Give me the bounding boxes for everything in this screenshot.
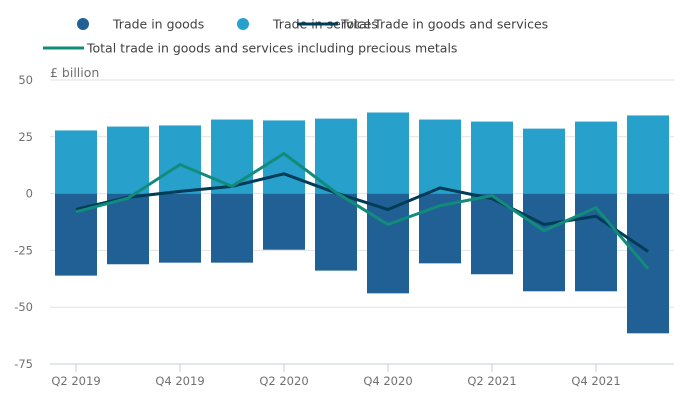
legend-item-total-trade-precious-metals[interactable]: Total trade in goods and services includ… xyxy=(43,41,457,56)
bars xyxy=(55,112,669,334)
bar-trade-in-services[interactable] xyxy=(419,119,461,194)
bar-trade-in-goods[interactable] xyxy=(315,193,357,271)
y-tick-label: 25 xyxy=(18,130,33,144)
bar-trade-in-goods[interactable] xyxy=(627,193,669,334)
bar-trade-in-services[interactable] xyxy=(367,112,409,194)
bar-trade-in-goods[interactable] xyxy=(211,193,253,263)
series-lines xyxy=(75,151,650,270)
x-axis: Q2 2019 Q4 2019 Q2 2020 Q4 2020 Q2 2021 Q4 20… xyxy=(51,364,621,388)
x-tick-label: Q2 2019 xyxy=(51,374,100,388)
bar-trade-in-services[interactable] xyxy=(575,121,617,194)
bar-trade-in-goods[interactable] xyxy=(107,193,149,265)
bar-trade-in-goods[interactable] xyxy=(263,193,305,250)
bar-trade-in-services[interactable] xyxy=(107,126,149,194)
bar-trade-in-services[interactable] xyxy=(627,115,669,194)
x-tick-label: Q2 2021 xyxy=(467,374,516,388)
x-tick-label: Q4 2020 xyxy=(363,374,412,388)
legend-label-trade-in-goods: Trade in goods xyxy=(112,17,204,32)
bar-trade-in-services[interactable] xyxy=(159,125,201,194)
bar-trade-in-services[interactable] xyxy=(55,130,97,194)
line-total-trade-in-goods-and-services-including-precious-metals[interactable] xyxy=(75,151,650,270)
x-tick-label: Q4 2019 xyxy=(155,374,204,388)
x-tick-label: Q2 2020 xyxy=(259,374,308,388)
legend-label-total-trade: Total Trade in goods and services xyxy=(340,17,548,32)
y-axis-unit-label: £ billion xyxy=(50,65,99,80)
legend-label-total-trade-precious-metals: Total trade in goods and services includ… xyxy=(86,41,457,56)
legend-item-trade-in-goods[interactable]: Trade in goods xyxy=(77,17,204,32)
bar-trade-in-services[interactable] xyxy=(523,128,565,194)
legend-item-total-trade[interactable]: Total Trade in goods and services xyxy=(297,17,548,32)
y-tick-label: 0 xyxy=(26,187,33,201)
gridlines xyxy=(50,79,674,365)
line-total-trade-in-goods-and-services[interactable] xyxy=(75,172,649,253)
legend-marker-trade-in-services xyxy=(237,18,249,30)
bar-trade-in-services[interactable] xyxy=(471,121,513,194)
legend-marker-trade-in-goods xyxy=(77,18,89,30)
y-axis-ticks: 50 25 0 -25 -50 -75 xyxy=(14,73,33,371)
y-tick-label: -75 xyxy=(14,357,33,371)
y-tick-label: -25 xyxy=(14,243,33,257)
bar-trade-in-services[interactable] xyxy=(263,120,305,194)
y-tick-label: -50 xyxy=(14,300,33,314)
x-tick-label: Q4 2021 xyxy=(571,374,620,388)
bar-trade-in-goods[interactable] xyxy=(523,193,565,292)
bar-trade-in-goods[interactable] xyxy=(159,193,201,263)
legend: Trade in goods Trade in services Total T… xyxy=(43,17,548,56)
y-tick-label: 50 xyxy=(18,73,33,87)
